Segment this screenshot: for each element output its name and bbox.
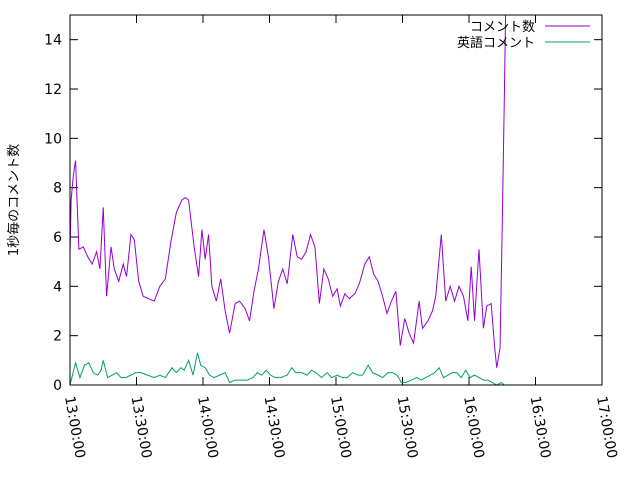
plot-frame xyxy=(69,14,603,386)
series-line-1 xyxy=(70,352,507,385)
y-tick-label: 0 xyxy=(53,378,62,394)
series-layer xyxy=(70,15,507,385)
y-tick-label: 14 xyxy=(44,33,62,49)
series-line-0 xyxy=(70,15,507,368)
y-tick-label: 8 xyxy=(53,181,62,197)
y-tick-label: 4 xyxy=(53,279,62,295)
legend-label: コメント数 xyxy=(470,20,535,35)
y-tick-label: 12 xyxy=(44,82,62,98)
y-tick-label: 6 xyxy=(53,230,62,246)
legend-label: 英語コメント xyxy=(457,35,535,51)
y-tick-label: 10 xyxy=(44,131,62,147)
y-axis-title: 1秒毎のコメント数 xyxy=(6,144,22,256)
y-tick-label: 2 xyxy=(53,329,62,345)
